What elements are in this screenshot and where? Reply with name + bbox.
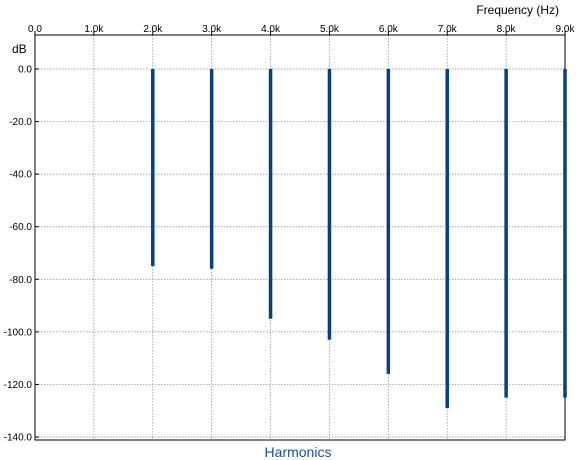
x-tick-label-6: 6.0k	[379, 24, 399, 35]
x-tick-label-5: 5.0k	[320, 24, 340, 35]
x-tick-label-3: 3.0k	[202, 24, 222, 35]
x-axis-label: Frequency (Hz)	[476, 3, 559, 17]
y-tick-label-5: -100.0	[4, 327, 33, 338]
y-tick-label-6: -120.0	[4, 380, 33, 391]
y-tick-label-2: -40.0	[9, 170, 32, 181]
y-axis-label: dB	[12, 42, 27, 56]
x-axis-ticks: 0.0 1.0k 2.0k 3.0k 4.0k 5.0k 6.0k 7.0k 8.0k 9.0k	[28, 24, 575, 35]
plot-border	[34, 34, 566, 441]
x-tick-label-4: 4.0k	[261, 24, 281, 35]
harmonic-bars	[151, 69, 567, 409]
chart-title: Harmonics	[265, 444, 332, 460]
y-tick-label-4: -80.0	[9, 275, 32, 286]
plot-frame	[34, 34, 566, 441]
x-tick-label-1: 1.0k	[84, 24, 104, 35]
x-tick-label-0: 0.0	[28, 24, 42, 35]
x-tick-label-7: 7.0k	[438, 24, 458, 35]
y-tick-label-3: -60.0	[9, 222, 32, 233]
y-tick-label-7: -140.0	[4, 433, 33, 444]
x-tick-label-9: 9.0k	[556, 24, 576, 35]
y-tick-label-1: -20.0	[9, 117, 32, 128]
grid-lines	[35, 35, 565, 440]
y-axis-ticks: 0.0 -20.0 -40.0 -60.0 -80.0 -100.0 -120.0 -140.…	[4, 65, 39, 444]
y-tick-label-0: 0.0	[18, 65, 32, 76]
x-tick-label-8: 8.0k	[497, 24, 517, 35]
x-tick-label-2: 2.0k	[143, 24, 163, 35]
